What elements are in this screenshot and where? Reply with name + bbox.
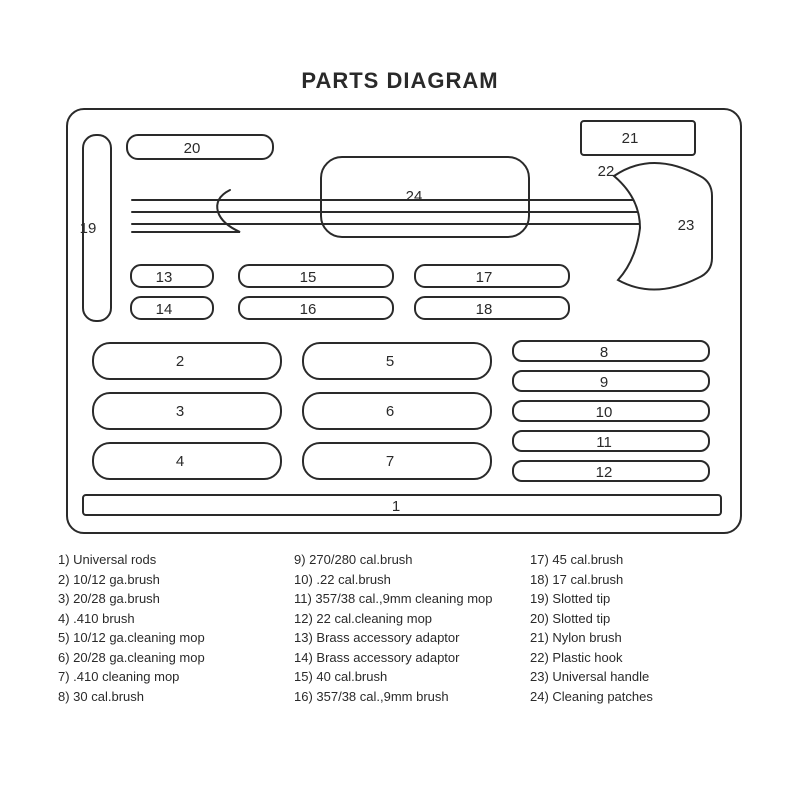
legend-item-4: 4) .410 brush xyxy=(58,609,276,629)
legend-item-13: 13) Brass accessory adaptor xyxy=(294,628,512,648)
slot-label-1: 1 xyxy=(392,498,400,515)
legend-item-20: 20) Slotted tip xyxy=(530,609,748,629)
slot-3 xyxy=(92,392,282,430)
slot-label-5: 5 xyxy=(386,353,394,370)
legend-item-2: 2) 10/12 ga.brush xyxy=(58,570,276,590)
legend-col-1: 1) Universal rods2) 10/12 ga.brush3) 20/… xyxy=(58,550,276,706)
legend-item-12: 12) 22 cal.cleaning mop xyxy=(294,609,512,629)
legend-item-3: 3) 20/28 ga.brush xyxy=(58,589,276,609)
slot-label-6: 6 xyxy=(386,403,394,420)
slot-1 xyxy=(82,494,722,516)
legend: 1) Universal rods2) 10/12 ga.brush3) 20/… xyxy=(58,550,748,706)
legend-item-5: 5) 10/12 ga.cleaning mop xyxy=(58,628,276,648)
legend-item-11: 11) 357/38 cal.,9mm cleaning mop xyxy=(294,589,512,609)
slot-label-24: 24 xyxy=(406,188,423,205)
legend-item-24: 24) Cleaning patches xyxy=(530,687,748,707)
parts-diagram-page: PARTS DIAGRAM 19202124131415161718234567… xyxy=(0,0,800,800)
legend-item-19: 19) Slotted tip xyxy=(530,589,748,609)
slot-4 xyxy=(92,442,282,480)
slot-label-7: 7 xyxy=(386,453,394,470)
slot-label-9: 9 xyxy=(600,374,608,391)
legend-item-18: 18) 17 cal.brush xyxy=(530,570,748,590)
slot-5 xyxy=(302,342,492,380)
slot-label-18: 18 xyxy=(476,301,493,318)
slot-label-20: 20 xyxy=(184,140,201,157)
slot-7 xyxy=(302,442,492,480)
slot-label-15: 15 xyxy=(300,269,317,286)
legend-item-23: 23) Universal handle xyxy=(530,667,748,687)
legend-col-3: 17) 45 cal.brush18) 17 cal.brush19) Slot… xyxy=(530,550,748,706)
slot-label-8: 8 xyxy=(600,344,608,361)
legend-item-16: 16) 357/38 cal.,9mm brush xyxy=(294,687,512,707)
slot-6 xyxy=(302,392,492,430)
legend-item-8: 8) 30 cal.brush xyxy=(58,687,276,707)
slot-8 xyxy=(512,340,710,362)
legend-item-22: 22) Plastic hook xyxy=(530,648,748,668)
slot-label-16: 16 xyxy=(300,301,317,318)
diagram-title: PARTS DIAGRAM xyxy=(0,68,800,94)
legend-item-9: 9) 270/280 cal.brush xyxy=(294,550,512,570)
slot-label-3: 3 xyxy=(176,403,184,420)
legend-col-2: 9) 270/280 cal.brush10) .22 cal.brush11)… xyxy=(294,550,512,706)
slot-label-13: 13 xyxy=(156,269,173,286)
slot-label-19: 19 xyxy=(80,220,97,237)
legend-item-7: 7) .410 cleaning mop xyxy=(58,667,276,687)
slot-label-10: 10 xyxy=(596,404,613,421)
slot-label-4: 4 xyxy=(176,453,184,470)
slot-label-2: 2 xyxy=(176,353,184,370)
legend-item-21: 21) Nylon brush xyxy=(530,628,748,648)
legend-item-10: 10) .22 cal.brush xyxy=(294,570,512,590)
slot-label-14: 14 xyxy=(156,301,173,318)
legend-item-6: 6) 20/28 ga.cleaning mop xyxy=(58,648,276,668)
slot-2 xyxy=(92,342,282,380)
legend-item-1: 1) Universal rods xyxy=(58,550,276,570)
legend-item-15: 15) 40 cal.brush xyxy=(294,667,512,687)
legend-item-17: 17) 45 cal.brush xyxy=(530,550,748,570)
slot-label-17: 17 xyxy=(476,269,493,286)
slot-label-11: 11 xyxy=(596,434,612,451)
slot-label-21: 21 xyxy=(622,130,639,147)
slot-label-12: 12 xyxy=(596,464,613,481)
slot-9 xyxy=(512,370,710,392)
legend-item-14: 14) Brass accessory adaptor xyxy=(294,648,512,668)
slot-24 xyxy=(320,156,530,238)
